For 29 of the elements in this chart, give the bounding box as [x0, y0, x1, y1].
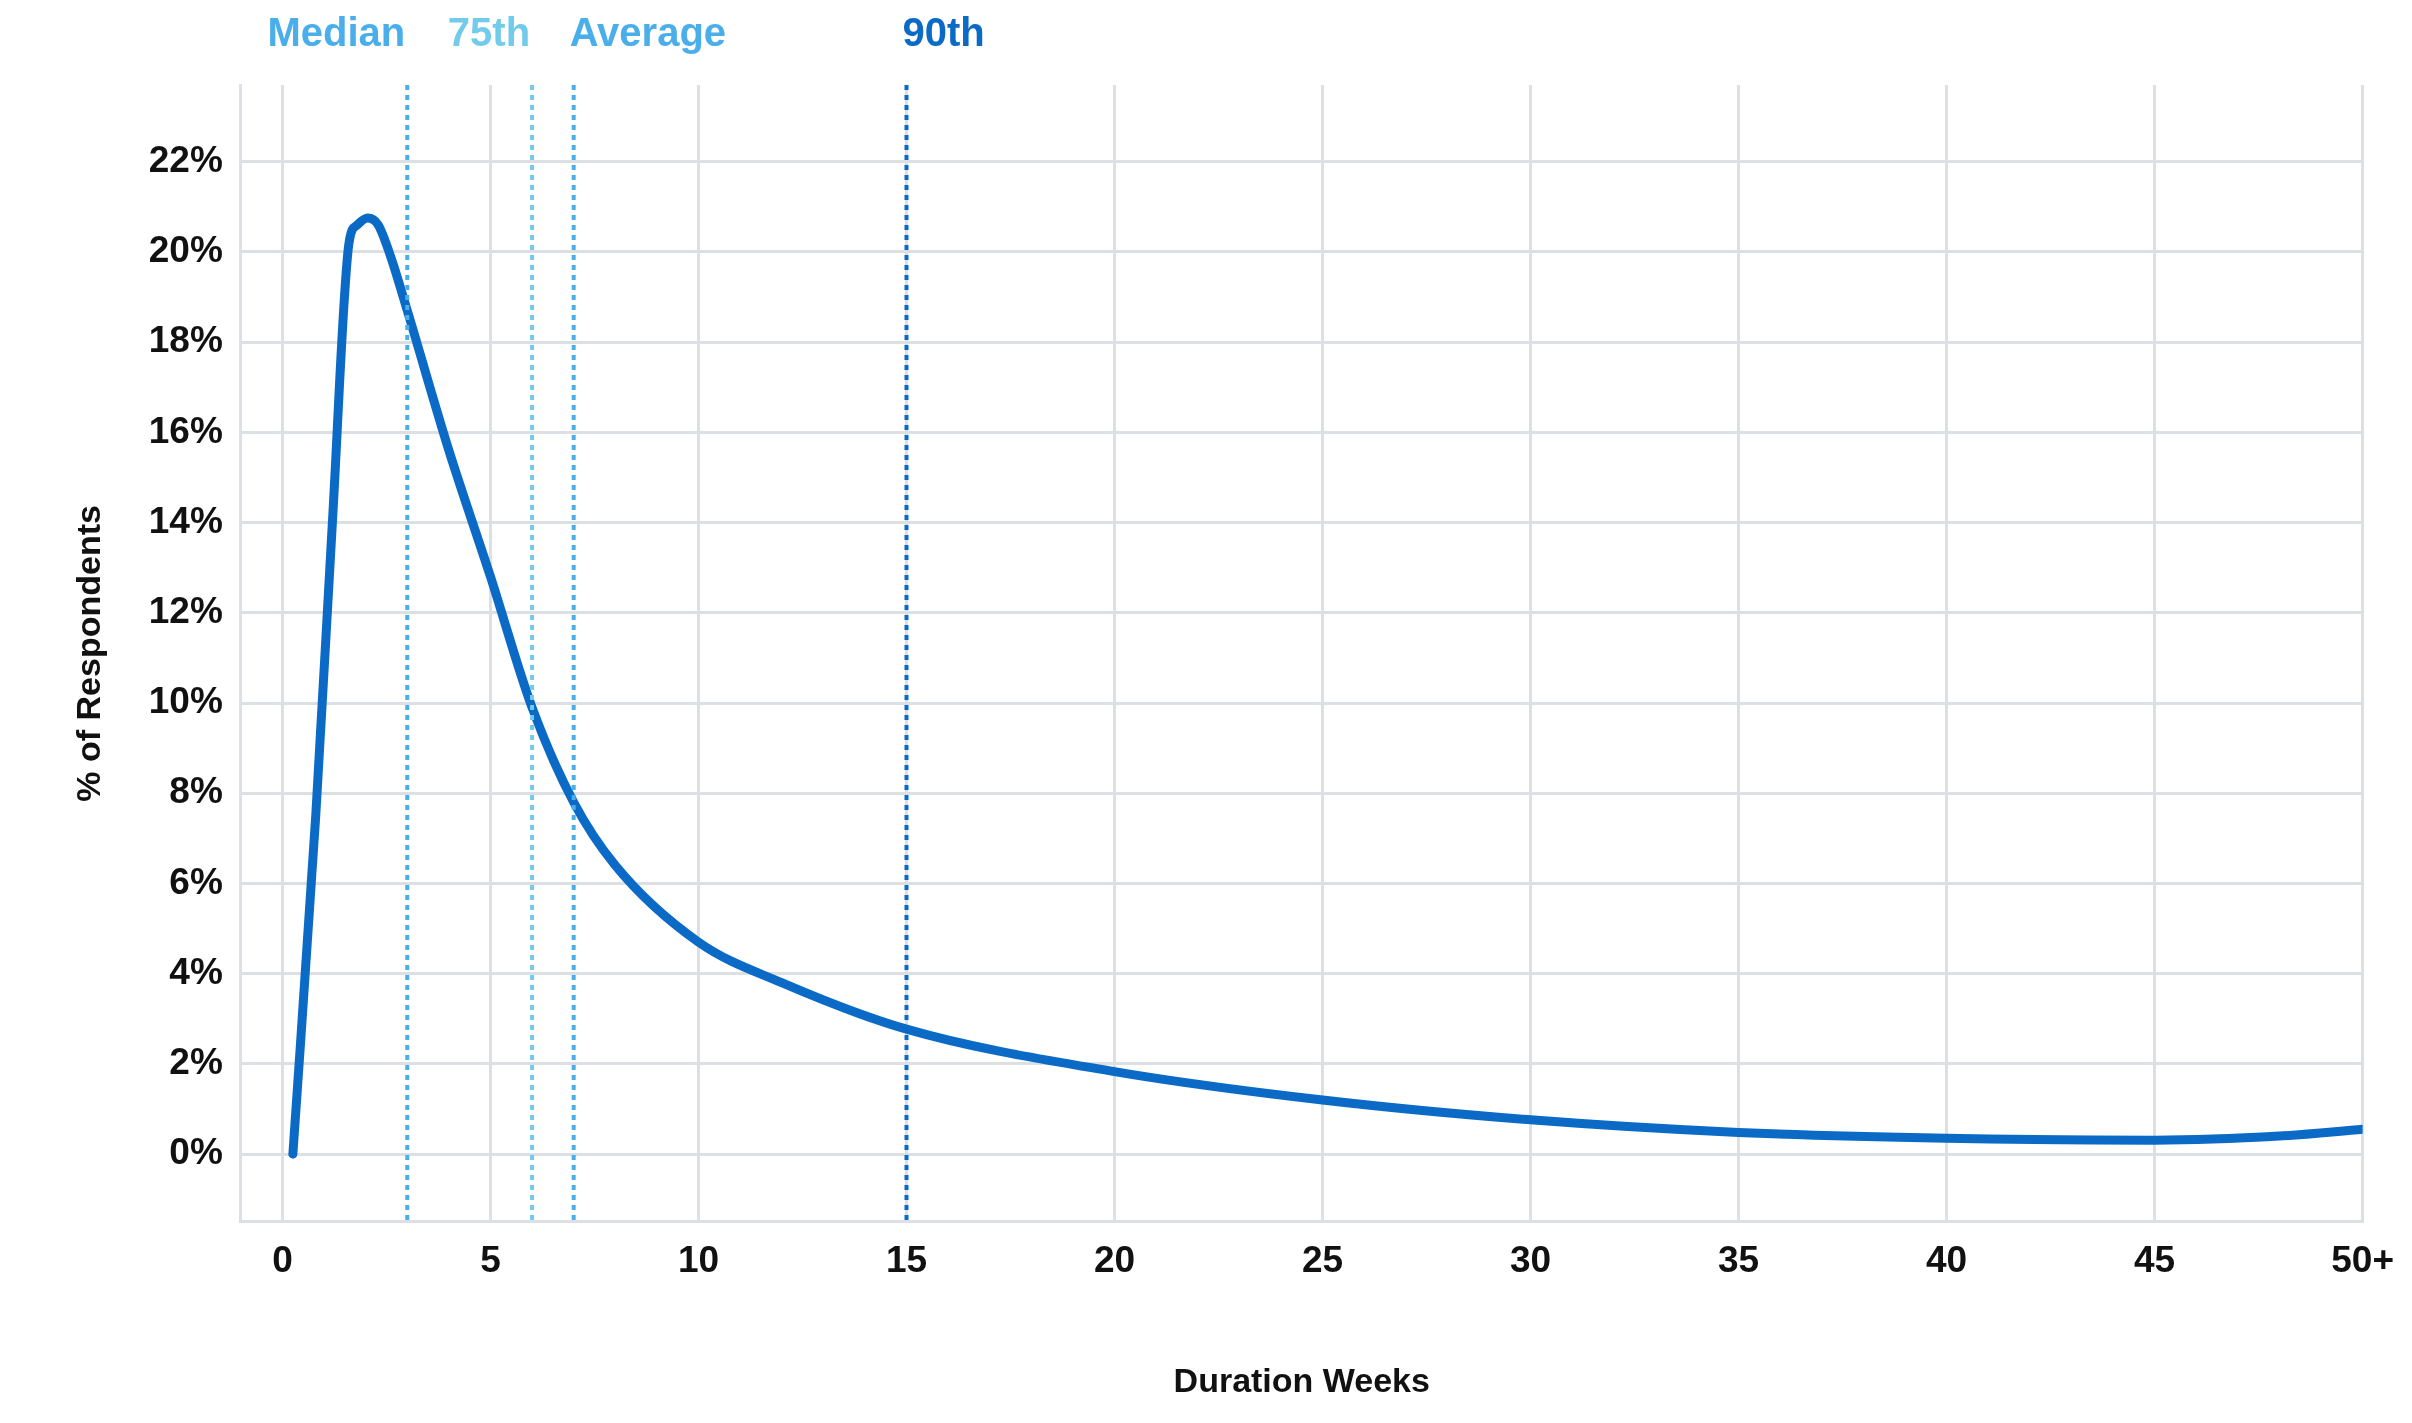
x-tick-label: 35 [1717, 1239, 1760, 1281]
ref-line-label: Median [267, 10, 406, 55]
y-axis-title: % of Respondents [68, 505, 107, 802]
y-tick-label: 18% [148, 319, 223, 361]
y-tick-label: 20% [148, 229, 223, 271]
y-tick-label: 0% [169, 1131, 223, 1173]
x-tick-label: 45 [2134, 1239, 2176, 1281]
ref-line-label: Average [569, 10, 727, 55]
x-tick-label: 20 [1093, 1239, 1136, 1281]
x-tick-label: 5 [480, 1239, 501, 1281]
y-tick-label: 2% [169, 1041, 223, 1083]
y-tick-label: 12% [148, 590, 223, 631]
y-tick-label: 4% [169, 950, 223, 992]
x-tick-label: 25 [1301, 1239, 1344, 1281]
y-tick-label: 14% [148, 499, 223, 541]
y-tick-label: 6% [169, 860, 223, 902]
x-tick-label: 15 [885, 1239, 928, 1281]
x-tick-label: 50+ [2331, 1239, 2394, 1281]
ref-line-label: 75th [447, 10, 531, 55]
y-tick-label: 8% [169, 770, 223, 812]
y-tick-label: 10% [148, 680, 223, 722]
x-tick-label: 30 [1509, 1239, 1552, 1281]
x-tick-label: 10 [677, 1239, 720, 1281]
x-axis-title: Duration Weeks [1173, 1360, 1430, 1399]
ref-line-label: 90th [902, 10, 985, 55]
y-tick-label: 16% [148, 409, 223, 451]
y-tick-label: 22% [148, 138, 223, 180]
x-tick-label: 40 [1926, 1239, 1968, 1281]
x-tick-label: 0 [272, 1239, 293, 1281]
